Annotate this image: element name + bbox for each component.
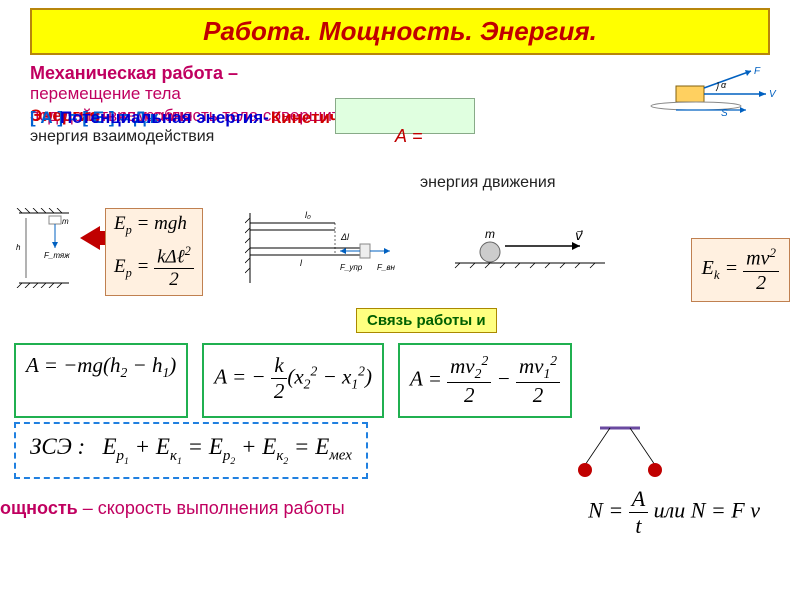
power-formula: N = At или N = F v bbox=[588, 486, 760, 539]
svg-text:v⃗: v⃗ bbox=[575, 228, 583, 243]
work-formula-pe: A = −mg(h2 − h1) bbox=[14, 343, 188, 418]
work-formula-row: A = −mg(h2 − h1) A = − k2(x22 − x12) A =… bbox=[14, 343, 572, 418]
svg-text:F_вн: F_вн bbox=[377, 263, 395, 272]
work-formula-spring: A = − k2(x22 − x12) bbox=[202, 343, 384, 418]
svg-text:Δl: Δl bbox=[340, 232, 350, 242]
ball-icon bbox=[648, 463, 662, 477]
svg-text:V: V bbox=[769, 89, 777, 100]
title-bar: Работа. Мощность. Энергия. bbox=[30, 8, 770, 55]
svg-text:S: S bbox=[721, 108, 728, 116]
red-arrow-icon bbox=[80, 226, 100, 250]
svg-text:m: m bbox=[62, 217, 69, 226]
ball-icon bbox=[578, 463, 592, 477]
power-heading: ощность – скорость выполнения работы bbox=[0, 498, 345, 519]
potential-energy-formulas: Ep = mgh Ep = kΔℓ22 bbox=[105, 208, 203, 296]
ep-spring-formula: Ep = kΔℓ22 bbox=[114, 244, 194, 291]
svg-text:F: F bbox=[754, 66, 761, 77]
spring-diagram: l₀ l Δl F_упр F_вн bbox=[245, 208, 395, 288]
power-word: ощность bbox=[0, 498, 78, 518]
power-desc: – скорость выполнения работы bbox=[78, 498, 345, 518]
work-formula-ke: A = mv222 − mv122 bbox=[398, 343, 572, 418]
svg-text:h: h bbox=[16, 243, 21, 252]
collision-diagram bbox=[570, 423, 680, 478]
svg-text:l₀: l₀ bbox=[305, 210, 311, 220]
height-hatch-diagram: m F_тяж h bbox=[14, 208, 74, 288]
conservation-law: ЗСЭ : Ep1 + Eк1 = Ep2 + Eк2 = Eмех bbox=[14, 422, 368, 479]
svg-text:l: l bbox=[300, 258, 303, 268]
svg-text:m: m bbox=[485, 228, 495, 241]
kinetic-energy-formula: Ek = mv22 bbox=[691, 238, 790, 302]
a-equals-label: А = bbox=[395, 126, 423, 147]
mech-work-label: Механическая работа bbox=[30, 63, 223, 83]
svg-text:α: α bbox=[721, 80, 727, 90]
svg-text:F_тяж: F_тяж bbox=[44, 251, 70, 260]
svg-text:F_упр: F_упр bbox=[340, 263, 363, 272]
potential-heading: Потенциальная энергия- bbox=[60, 108, 269, 127]
connection-label: Связь работы и bbox=[356, 308, 497, 333]
mass-motion-diagram: m v⃗ bbox=[450, 228, 610, 278]
motion-label: энергия движения bbox=[420, 174, 556, 192]
force-vector-diagram: F V S α bbox=[646, 66, 786, 116]
ep-mgh-formula: Ep = mgh bbox=[114, 213, 194, 238]
page-title: Работа. Мощность. Энергия. bbox=[52, 16, 748, 47]
